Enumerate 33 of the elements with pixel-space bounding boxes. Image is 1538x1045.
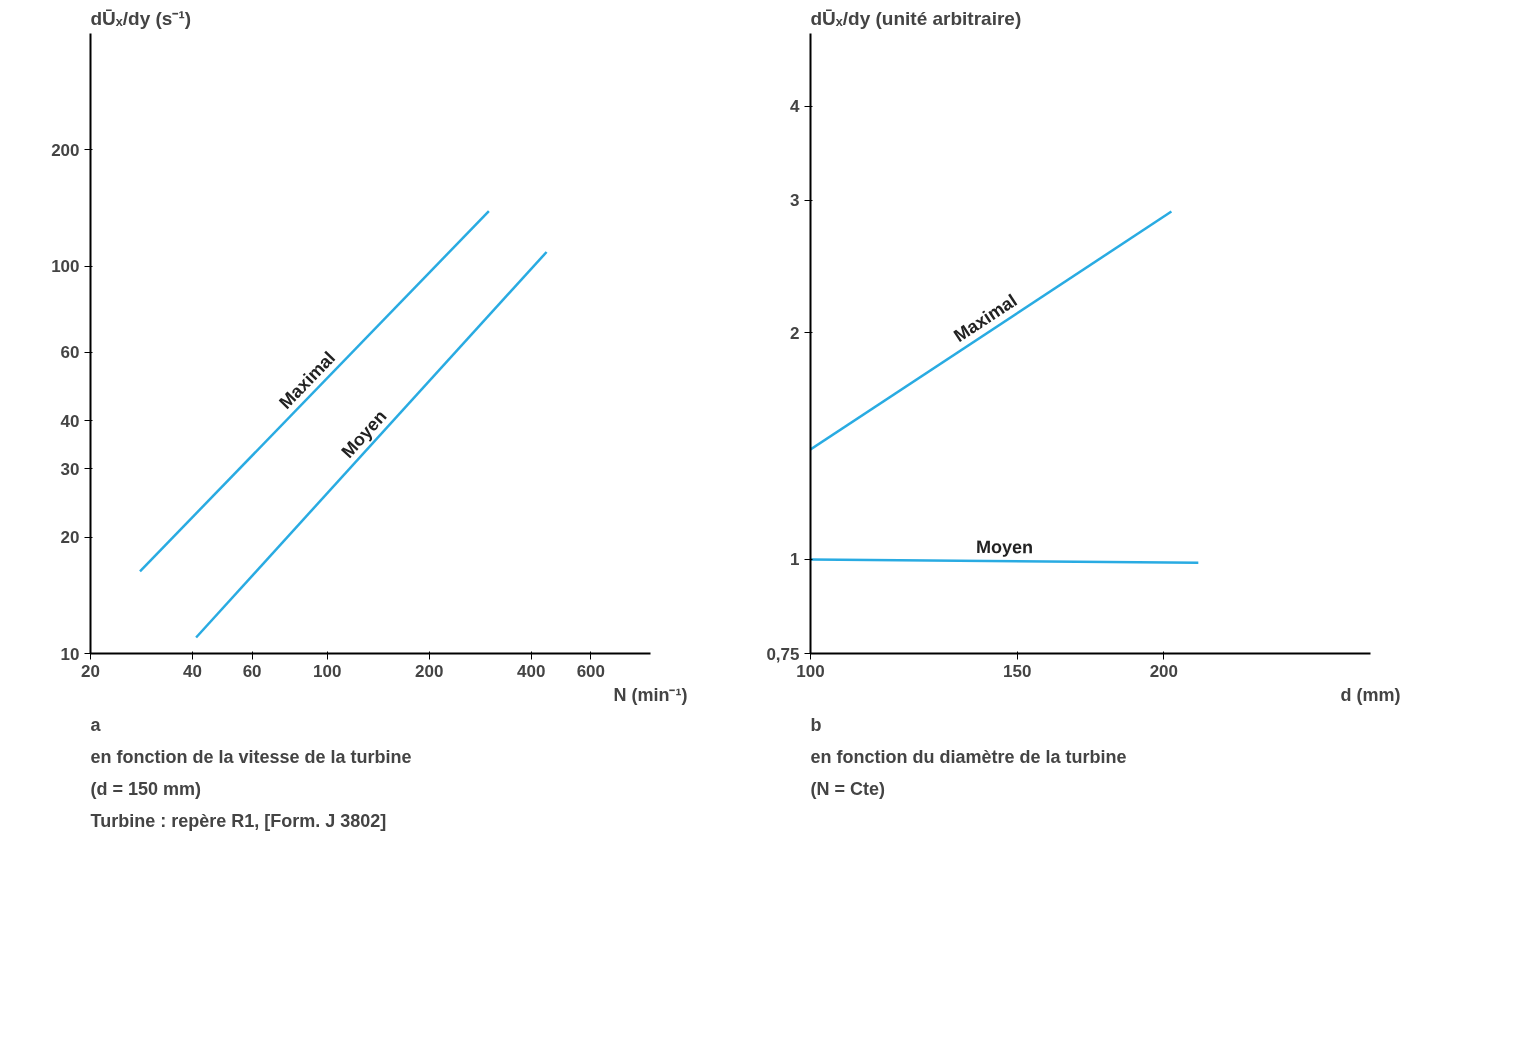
y-tick-label: 200: [51, 141, 80, 160]
x-tick-label: 400: [517, 661, 546, 681]
text: b: [810, 714, 822, 735]
y-tick-label: 0,75: [766, 644, 800, 664]
y-tick-label: 40: [60, 411, 80, 431]
y-tick-label: 1: [790, 550, 800, 570]
x-axis-title: N (min⁻¹): [613, 684, 688, 705]
y-tick-label: 20: [60, 528, 80, 547]
x-tick-label: 200: [1149, 661, 1179, 681]
text: a: [90, 714, 102, 735]
y-tick-label: 3: [790, 191, 800, 211]
x-axis-title: d (mm): [1340, 684, 1401, 705]
x-tick-label: 600: [576, 661, 606, 681]
text: en fonction du diamètre de la turbine: [810, 746, 1127, 767]
x-tick-label: 100: [313, 661, 342, 681]
y-axis-title: dŪₓ/dy (s⁻¹): [90, 7, 192, 29]
x-tick-label: 60: [242, 661, 262, 681]
y-axis-title: dŪₓ/dy (unité arbitraire): [810, 7, 1022, 29]
y-tick-label: 2: [790, 323, 800, 343]
y-tick-label: 100: [51, 257, 80, 277]
x-tick-label: 150: [1003, 661, 1032, 681]
x-tick-label: 20: [81, 661, 100, 681]
text: Turbine : repère R1, [Form. J 3802]: [90, 810, 387, 831]
text: en fonction de la vitesse de la turbine: [90, 746, 412, 767]
y-tick-label: 4: [790, 97, 801, 117]
y-tick-label: 60: [60, 343, 80, 363]
x-tick-label: 200: [415, 661, 444, 681]
y-tick-label: 30: [60, 459, 80, 479]
x-tick-label: 40: [183, 661, 202, 681]
text: (N = Cte): [810, 778, 886, 799]
text: (d = 150 mm): [90, 778, 202, 799]
y-tick-label: 10: [60, 644, 80, 664]
series-label: Moyen: [975, 536, 1034, 558]
